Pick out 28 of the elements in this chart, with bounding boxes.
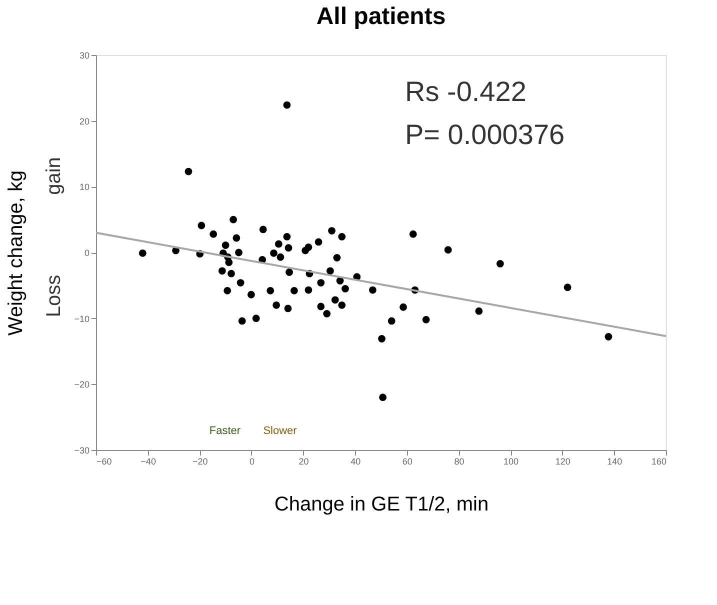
y-tick-label: 30 bbox=[79, 50, 90, 60]
x-tick-label: 0 bbox=[249, 456, 254, 466]
y-tick-label: 10 bbox=[79, 182, 90, 192]
x-tick-label: −20 bbox=[192, 456, 208, 466]
y-tick-label: −30 bbox=[74, 446, 90, 456]
y-tick-label: −20 bbox=[74, 380, 90, 390]
x-tick-label: 40 bbox=[350, 456, 361, 466]
y-tick-label: −10 bbox=[74, 314, 90, 324]
x-tick-label: 60 bbox=[402, 456, 412, 466]
y-axis-title: Weight change, kg bbox=[5, 170, 28, 336]
x-tick-label: 100 bbox=[504, 456, 519, 466]
annotation: Faster bbox=[209, 425, 241, 437]
x-tick-label: 20 bbox=[298, 456, 309, 466]
annotation: P= 0.000376 bbox=[405, 119, 565, 150]
x-tick-label: 140 bbox=[607, 456, 622, 466]
y-tick-label: 0 bbox=[84, 248, 90, 258]
x-axis-title: Change in GE T1/2, min bbox=[274, 494, 489, 516]
annotation: Slower bbox=[263, 425, 298, 437]
annotation: Rs -0.422 bbox=[405, 76, 526, 107]
text: gain bbox=[43, 157, 65, 195]
x-tick-label: −60 bbox=[96, 456, 112, 466]
text: Loss bbox=[43, 274, 65, 318]
chart-title: All patients bbox=[316, 3, 446, 30]
x-tick-label: 160 bbox=[651, 456, 666, 466]
x-tick-label: 120 bbox=[555, 456, 570, 466]
x-tick-label: 80 bbox=[454, 456, 464, 466]
x-tick-label: −40 bbox=[140, 456, 156, 466]
y-tick-label: 20 bbox=[79, 116, 90, 126]
